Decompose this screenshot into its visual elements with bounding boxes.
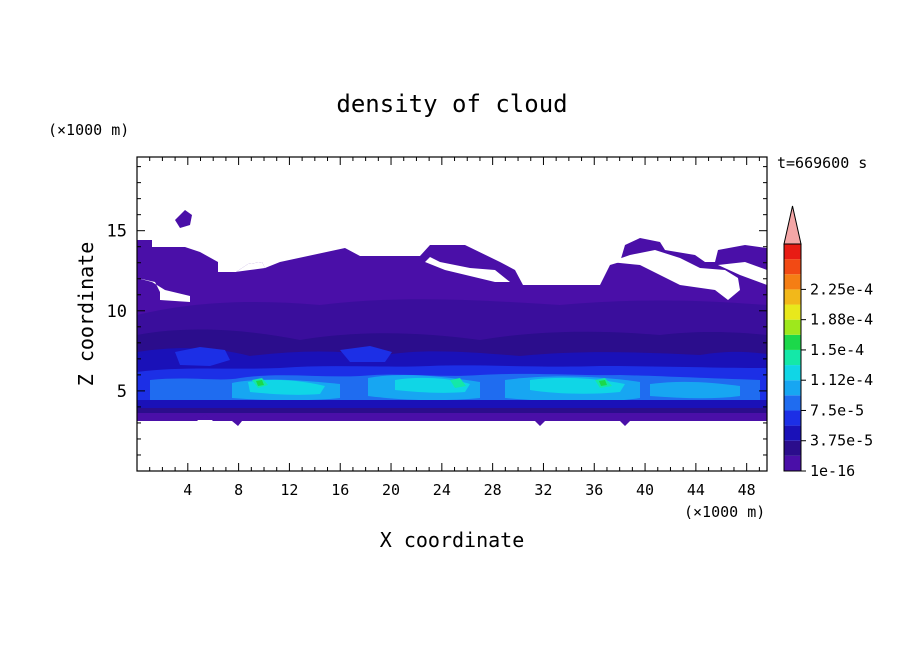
colorbar-swatch <box>784 274 801 290</box>
plot-frame <box>136 156 768 472</box>
colorbar-swatch <box>784 365 801 381</box>
colorbar-label: 2.25e-4 <box>810 280 873 298</box>
core-band-5 <box>450 378 466 388</box>
x-tick-label: 8 <box>234 481 243 499</box>
colorbar-label: 3.75e-5 <box>810 432 873 450</box>
y-tick-label: 10 <box>107 302 127 322</box>
time-label: t=669600 s <box>777 154 867 172</box>
colorbar-label: 1.5e-4 <box>810 341 864 359</box>
colorbar-swatch <box>784 395 801 411</box>
y-tick-label: 15 <box>107 222 127 242</box>
colorbar-swatch <box>784 455 801 471</box>
colorbar-label: 1e-16 <box>810 462 855 480</box>
colorbar-swatch <box>784 244 801 260</box>
x-tick-label: 24 <box>433 481 451 499</box>
colorbar-swatch <box>784 304 801 320</box>
cloud-gap <box>718 262 767 285</box>
colorbar-swatch <box>784 259 801 275</box>
colorbar-label: 1.12e-4 <box>810 371 873 389</box>
x-tick-label: 36 <box>585 481 603 499</box>
cloud-base-band <box>137 413 767 426</box>
mid-cloud-patch <box>340 346 392 362</box>
x-tick-label: 28 <box>484 481 502 499</box>
colorbar-label: 7.5e-5 <box>810 401 864 419</box>
core-max <box>599 380 607 386</box>
colorbar: 1e-16 3.75e-5 7.5e-5 1.12e-4 1.5e-4 1.88e-4 2.… <box>783 205 873 480</box>
colorbar-swatch <box>784 425 801 441</box>
x-tick-label: 44 <box>687 481 705 499</box>
mid-cloud-patch <box>175 347 230 366</box>
x-tick-label: 4 <box>183 481 192 499</box>
core-band-3 <box>650 381 740 399</box>
cloud-base-band <box>137 408 767 414</box>
colorbar-swatch <box>784 410 801 426</box>
x-tick-label: 20 <box>382 481 400 499</box>
colorbar-swatch <box>784 319 801 335</box>
y-tick-label: 5 <box>117 382 127 402</box>
x-axis: 4 8 12 16 20 24 28 32 36 40 44 48 <box>149 157 760 499</box>
chart-title: density of cloud <box>336 90 567 118</box>
colorbar-swatch <box>784 349 801 366</box>
cloud-gap <box>218 262 265 272</box>
x-tick-label: 40 <box>636 481 654 499</box>
x-tick-label: 12 <box>280 481 298 499</box>
x-tick-label: 16 <box>331 481 349 499</box>
cloud-gap <box>137 278 190 302</box>
core-band-4 <box>248 379 325 395</box>
cloud-gap <box>610 250 740 300</box>
colorbar-label: 1.88e-4 <box>810 311 873 329</box>
x-unit-label: (×1000 m) <box>684 503 765 521</box>
y-unit-label: (×1000 m) <box>48 121 129 139</box>
isolated-cloud-blob <box>175 210 192 228</box>
colorbar-swatch <box>784 440 801 456</box>
y-axis-label: Z coordinate <box>74 242 98 387</box>
contour-field <box>137 210 767 426</box>
y-axis: 5 10 15 <box>107 166 767 456</box>
x-tick-label: 48 <box>738 481 756 499</box>
core-max <box>256 380 264 386</box>
colorbar-swatch <box>784 380 801 396</box>
colorbar-swatch <box>784 289 801 305</box>
cloud-gap <box>213 246 255 262</box>
x-tick-label: 32 <box>534 481 552 499</box>
colorbar-swatch <box>784 334 801 350</box>
x-axis-label: X coordinate <box>380 528 525 552</box>
cloud-gap <box>425 257 510 282</box>
cloud-base-band <box>137 400 767 410</box>
colorbar-extend-arrow <box>783 205 802 245</box>
